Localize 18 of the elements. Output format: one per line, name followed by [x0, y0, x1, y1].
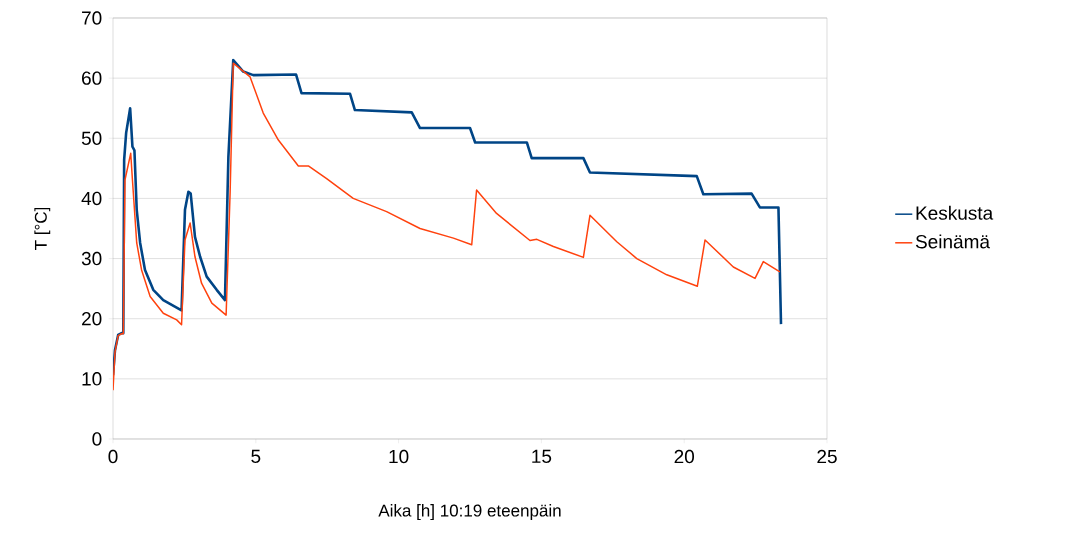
y-tick-label: 30 — [81, 251, 102, 266]
y-tick-label: 0 — [92, 432, 102, 446]
x-tick-label: 15 — [532, 449, 552, 464]
y-tick-label: 10 — [82, 372, 102, 386]
x-tick-label: 25 — [817, 449, 837, 464]
y-tick-label: 20 — [82, 311, 102, 326]
y-tick-label: 60 — [82, 71, 102, 85]
y-tick-label: 50 — [81, 131, 102, 146]
y-tick-label: 40 — [81, 191, 102, 206]
x-axis-title: Aika [h] 10:19 eteenpäin — [378, 504, 561, 520]
legend-label: Seinämä — [915, 234, 991, 249]
x-tick-label: 10 — [389, 449, 409, 464]
x-tick-label: 0 — [108, 449, 118, 464]
y-tick-label: 70 — [82, 11, 102, 25]
x-tick-label: 5 — [251, 449, 261, 464]
legend-label: Keskusta — [916, 205, 994, 220]
x-tick-label: 20 — [674, 449, 695, 464]
y-axis-title: T [°C] — [34, 207, 51, 250]
